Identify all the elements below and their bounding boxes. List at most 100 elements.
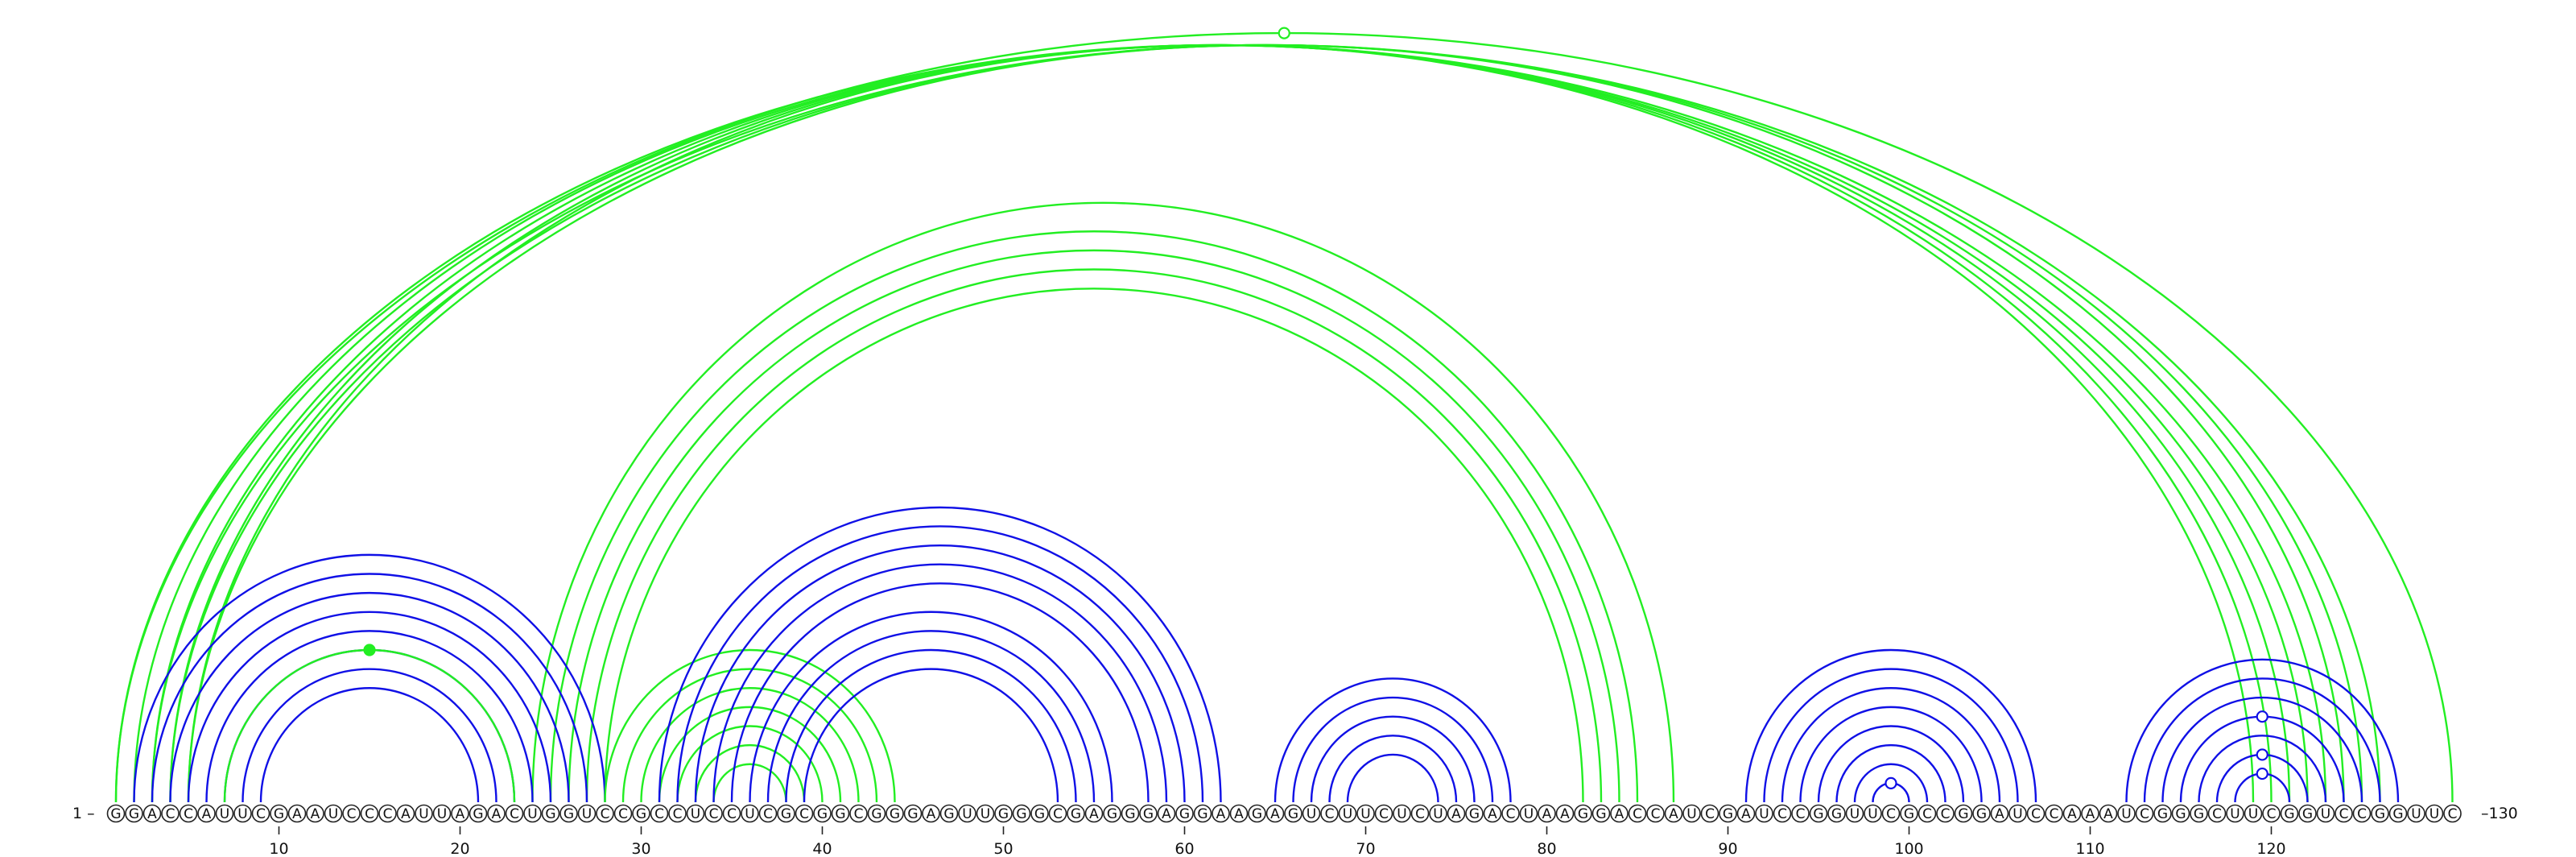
nucleotide: C [849,804,868,823]
nucleotide-letter: C [166,806,175,822]
nucleotide: G [106,804,126,823]
nucleotide: C [2045,804,2063,823]
nucleotide-letter: U [980,806,990,822]
nucleotide: G [1193,804,1212,823]
nucleotide-letter: G [110,806,121,822]
nucleotide-letter: C [2212,806,2222,822]
blue-base-pair-arc [676,525,1204,803]
nucleotide: C [722,804,741,823]
green-base-pair-arc [187,43,2345,803]
nucleotide-letter: A [2067,806,2077,822]
blue-base-pair-arc [1744,648,2037,803]
nucleotide: U [2316,804,2335,823]
nucleotide: U [1845,804,1864,823]
nucleotide: U [741,804,759,823]
sequence-start-label: 1 – [72,805,95,822]
nucleotide-letter: G [1288,806,1298,822]
nucleotide: U [324,804,343,823]
nucleotide: C [2026,804,2046,823]
nucleotide-letter: C [383,806,393,822]
nucleotide: G [867,804,886,823]
nucleotide: C [1501,804,1520,823]
blue-base-pair-arc [1781,687,2001,803]
pair-marker [2256,767,2268,780]
nucleotide-letter: C [654,806,664,822]
blue-base-pair-arc [1799,706,1983,803]
nucleotide-letter: G [907,806,918,822]
nucleotide: C [2334,804,2353,823]
nucleotide: U [523,804,542,823]
nucleotide: A [2099,804,2118,823]
tick-label: 10 [269,840,288,857]
arc-markers [363,27,2268,789]
nucleotide-letter: G [943,806,954,822]
nucleotide: C [2262,804,2281,823]
nucleotide: C [1791,804,1810,823]
nucleotide: C [1646,804,1665,823]
nucleotide: G [994,804,1013,823]
nucleotide-letter: U [1343,806,1352,822]
base-pair-arcs [114,31,2454,803]
blue-base-pair-arc [259,687,480,803]
nucleotide-letter: U [2411,806,2421,822]
blue-base-pair-arc [785,648,1077,803]
nucleotide-letter: G [1596,806,1606,822]
nucleotide-letter: C [618,806,628,822]
green-base-pair-arc [223,648,516,803]
nucleotide-letter: U [1868,806,1877,822]
nucleotide-letter: C [1415,806,1425,822]
nucleotide: A [1538,804,1556,823]
nucleotide: G [1284,804,1302,823]
green-base-pair-arc [187,43,2255,803]
nucleotide-letter: U [691,806,700,822]
nucleotide-letter: A [2086,806,2095,822]
nucleotide: G [632,804,650,823]
nucleotide-letter: A [1488,806,1497,822]
nucleotide-letter: A [1995,806,2004,822]
nucleotide: G [777,804,795,823]
pair-marker [2256,748,2268,761]
nucleotide: G [1067,804,1085,823]
nucleotide-letter: G [2175,806,2186,822]
nucleotide-letter: A [1741,806,1751,822]
nucleotide-letter: U [1433,806,1443,822]
nucleotide-letter: G [129,806,139,822]
nucleotide: C [2135,804,2154,823]
nucleotide: A [1084,804,1104,823]
nucleotide: C [378,804,397,823]
nucleotide: U [1302,804,1321,823]
blue-base-pair-arc [803,668,1059,803]
nucleotide-letter: G [2302,806,2313,822]
tick-label: 40 [812,840,832,857]
nucleotide-letter: G [1252,806,1262,822]
nucleotide-letter: G [2375,806,2385,822]
nucleotide: A [1447,804,1466,823]
nucleotide: C [1628,804,1647,823]
nucleotide-letter: G [890,806,900,822]
nucleotide: C [1918,804,1937,823]
nucleotide-letter: G [871,806,881,822]
blue-base-pair-arc [223,648,516,803]
nucleotide: A [287,804,307,823]
nucleotide-letter: G [1578,806,1588,822]
nucleotide-letter: G [1107,806,1117,822]
nucleotide-letter: C [1651,806,1661,822]
nucleotide-letter: C [2448,806,2458,822]
nucleotide: G [1591,804,1611,823]
nucleotide-letter: U [962,806,972,822]
nucleotide: C [2352,804,2372,823]
green-base-pair-arc [712,763,787,803]
nucleotide: A [1664,804,1683,823]
nucleotide-letter: U [2321,806,2330,822]
tick-label: 50 [993,840,1013,857]
nucleotide: G [2171,804,2190,823]
nucleotide-letter: A [1089,806,1099,822]
nucleotide: A [1157,804,1176,823]
nucleotide-letter: G [545,806,555,822]
nucleotide-letter: U [1759,806,1769,822]
blue-base-pair-arc [694,544,1186,803]
nucleotide-letter: G [2157,806,2168,822]
nucleotide: C [704,804,723,823]
pair-marker [2256,710,2268,723]
nucleotide-letter: C [799,806,809,822]
